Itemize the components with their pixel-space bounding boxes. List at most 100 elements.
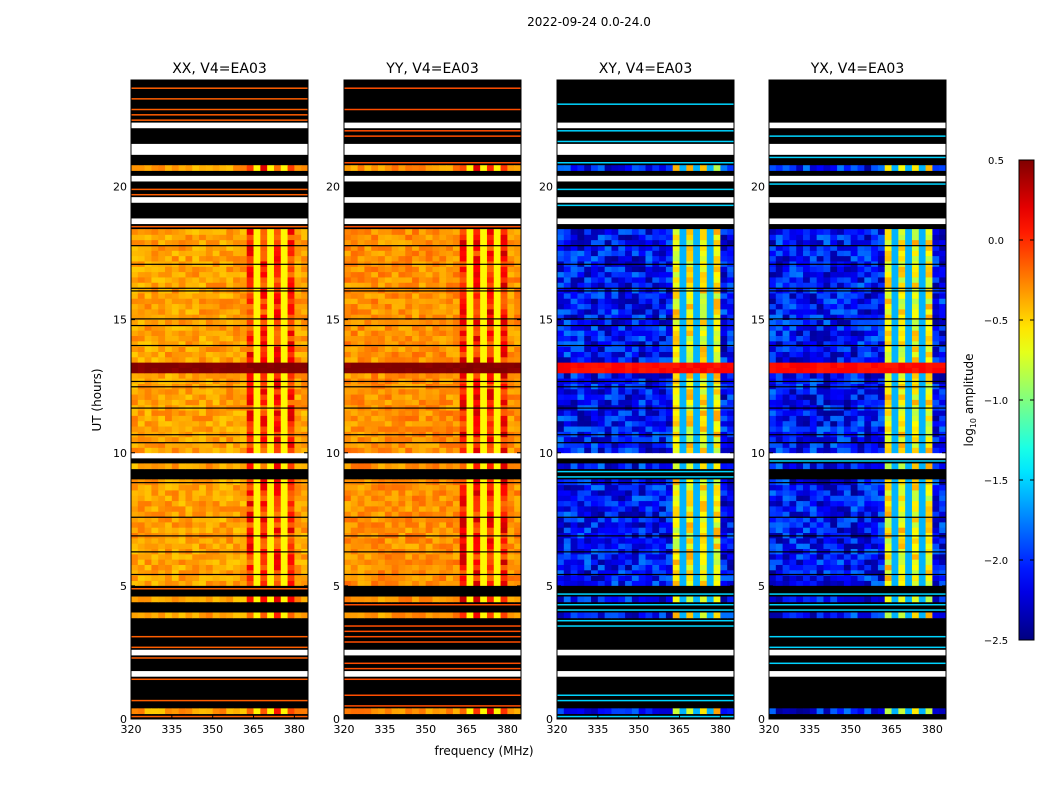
panel-title: XY, V4=EA03 bbox=[599, 61, 693, 77]
gap-line bbox=[131, 482, 308, 484]
y-tick-label: 10 bbox=[539, 447, 553, 460]
gap-line bbox=[769, 344, 946, 347]
panel-frame bbox=[343, 79, 522, 720]
gap-line bbox=[131, 551, 308, 553]
gap-line bbox=[344, 344, 521, 347]
y-tick-label: 20 bbox=[326, 181, 340, 194]
y-tick-label: 10 bbox=[113, 447, 127, 460]
y-tick-label: 15 bbox=[113, 314, 127, 327]
panel-frame bbox=[768, 79, 947, 720]
y-tick-label: 20 bbox=[539, 181, 553, 194]
gap-line bbox=[769, 585, 946, 588]
x-tick-label: 350 bbox=[628, 723, 649, 736]
colorbar-tick-label: −2.5 bbox=[984, 636, 1008, 647]
gap-line bbox=[344, 551, 521, 553]
x-tick-label: 320 bbox=[547, 723, 568, 736]
y-tick-label: 0 bbox=[333, 713, 340, 726]
gap-line bbox=[557, 380, 734, 383]
y-tick-label: 5 bbox=[546, 580, 553, 593]
x-tick-label: 350 bbox=[840, 723, 861, 736]
gap-line bbox=[769, 386, 946, 388]
panel-title: XX, V4=EA03 bbox=[172, 61, 267, 77]
gap-line bbox=[344, 263, 521, 265]
gap-line bbox=[344, 434, 521, 436]
gap-line bbox=[131, 263, 308, 265]
y-tick-label: 5 bbox=[120, 580, 127, 593]
heatmap-image bbox=[131, 80, 308, 719]
gap-line bbox=[557, 290, 734, 292]
y-tick-label: 0 bbox=[546, 713, 553, 726]
gap-line bbox=[131, 585, 308, 588]
x-tick-label: 335 bbox=[587, 723, 608, 736]
gap-line bbox=[131, 535, 308, 537]
panel-title: YY, V4=EA03 bbox=[385, 61, 478, 77]
gap-line bbox=[557, 287, 734, 289]
gap-line bbox=[557, 535, 734, 537]
gap-line bbox=[344, 516, 521, 518]
y-tick-label: 15 bbox=[751, 314, 765, 327]
gap-line bbox=[769, 573, 946, 576]
gap-line bbox=[557, 386, 734, 388]
gap-line bbox=[769, 287, 946, 289]
gap-line bbox=[131, 380, 308, 383]
gap-line bbox=[769, 442, 946, 444]
x-tick-label: 380 bbox=[284, 723, 305, 736]
gap-line bbox=[557, 318, 734, 320]
colorbar-tick-label: −0.5 bbox=[984, 316, 1008, 327]
x-tick-label: 320 bbox=[759, 723, 780, 736]
gap-line bbox=[557, 573, 734, 576]
gap-line bbox=[344, 318, 521, 320]
gap-line bbox=[131, 290, 308, 292]
panel-1: YY, V4=EA03 320 335 350 365 380 0 5 10 15 20 bbox=[326, 61, 522, 736]
gap-line bbox=[769, 263, 946, 265]
gap-line bbox=[344, 386, 521, 388]
x-tick-label: 365 bbox=[669, 723, 690, 736]
gap-line bbox=[131, 407, 308, 409]
heatmap-image bbox=[344, 80, 521, 719]
colorbar-label: log10 amplitude bbox=[962, 354, 978, 447]
gap-line bbox=[131, 386, 308, 388]
gap-line bbox=[131, 318, 308, 320]
colorbar-tick-label: −1.5 bbox=[984, 476, 1008, 487]
gap-line bbox=[769, 407, 946, 409]
gap-line bbox=[131, 344, 308, 347]
colorbar-tick-label: −1.0 bbox=[984, 396, 1008, 407]
panel-2: XY, V4=EA03 320 335 350 365 380 0 5 10 15 20 bbox=[539, 61, 735, 736]
gap-line bbox=[557, 407, 734, 409]
gap-line bbox=[344, 442, 521, 444]
gap-line bbox=[557, 516, 734, 518]
gap-line bbox=[344, 407, 521, 409]
gap-line bbox=[557, 263, 734, 265]
x-tick-label: 380 bbox=[922, 723, 943, 736]
x-tick-label: 335 bbox=[161, 723, 182, 736]
y-tick-label: 10 bbox=[326, 447, 340, 460]
y-tick-label: 10 bbox=[751, 447, 765, 460]
y-tick-label: 15 bbox=[326, 314, 340, 327]
panel-frame bbox=[130, 79, 309, 720]
figure-suptitle: 2022-09-24 0.0-24.0 bbox=[527, 15, 651, 29]
panel-0: XX, V4=EA03 320 335 350 365 380 0 5 10 15 20 bbox=[113, 61, 309, 736]
y-axis-label: UT (hours) bbox=[90, 368, 104, 431]
gap-line bbox=[769, 551, 946, 553]
colorbar: 0.5 0.0 −0.5 −1.0 −1.5 −2.0 −2.5 log10 amplitud… bbox=[962, 156, 1035, 647]
gap-line bbox=[344, 287, 521, 289]
y-tick-label: 0 bbox=[758, 713, 765, 726]
x-axis-label: frequency (MHz) bbox=[434, 744, 533, 758]
gap-line bbox=[769, 318, 946, 320]
gap-line bbox=[131, 442, 308, 444]
gap-line bbox=[769, 290, 946, 292]
x-tick-label: 335 bbox=[799, 723, 820, 736]
gap-line bbox=[344, 585, 521, 588]
gap-line bbox=[344, 324, 521, 327]
x-tick-label: 365 bbox=[881, 723, 902, 736]
gap-line bbox=[344, 535, 521, 537]
x-tick-label: 380 bbox=[497, 723, 518, 736]
gap-line bbox=[769, 434, 946, 436]
panel-3: YX, V4=EA03 320 335 350 365 380 0 5 10 15 20 bbox=[751, 61, 947, 736]
x-tick-label: 350 bbox=[202, 723, 223, 736]
colorbar-tick-label: −2.0 bbox=[984, 556, 1008, 567]
colorbar-tick-label: 0.0 bbox=[988, 236, 1004, 247]
gap-line bbox=[769, 245, 946, 247]
gap-line bbox=[344, 380, 521, 383]
heatmap-panels: XX, V4=EA03 320 335 350 365 380 0 5 10 15 20 YY, V4… bbox=[113, 61, 947, 736]
